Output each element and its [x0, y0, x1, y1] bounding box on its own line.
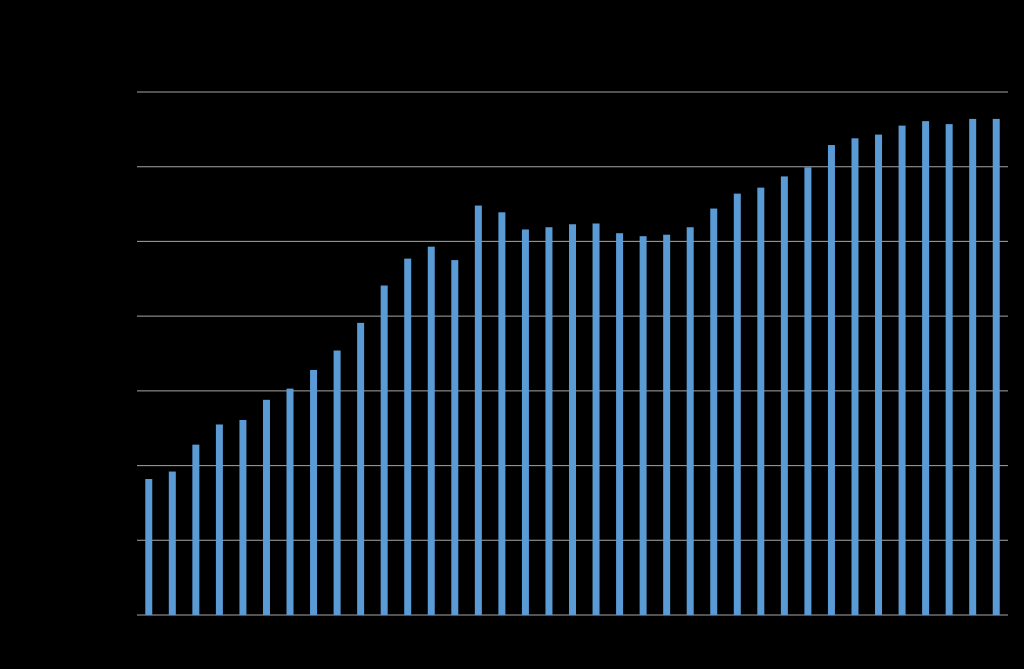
- bar: [569, 224, 576, 615]
- bar: [427, 246, 435, 615]
- bar: [380, 285, 388, 615]
- bar: [498, 212, 506, 616]
- bar: [780, 176, 788, 616]
- bar: [851, 138, 859, 615]
- bar: [545, 227, 553, 616]
- bar: [616, 233, 624, 615]
- bar: [663, 234, 671, 615]
- bar: [310, 369, 318, 615]
- bar: [333, 350, 341, 615]
- bar: [898, 125, 906, 615]
- bar: [710, 208, 718, 615]
- bar: [474, 205, 482, 615]
- bar: [451, 260, 459, 615]
- bar: [357, 322, 365, 615]
- bar: [145, 479, 153, 615]
- bar: [922, 121, 930, 615]
- bar: [686, 227, 694, 616]
- bar: [286, 388, 294, 615]
- bar: [262, 399, 270, 615]
- bar: [215, 424, 223, 615]
- bar: [757, 187, 765, 616]
- bar: [875, 134, 883, 615]
- bar: [992, 118, 1000, 615]
- bar: [827, 145, 835, 615]
- bar: [239, 419, 247, 615]
- bar: [592, 223, 600, 616]
- bar: [639, 236, 647, 615]
- bar: [969, 118, 977, 615]
- bar: [192, 444, 200, 615]
- bar: [521, 229, 529, 615]
- bar: [945, 124, 953, 616]
- bar: [733, 193, 741, 615]
- bar: [804, 167, 812, 615]
- bar: [404, 258, 412, 615]
- bar: [168, 471, 176, 615]
